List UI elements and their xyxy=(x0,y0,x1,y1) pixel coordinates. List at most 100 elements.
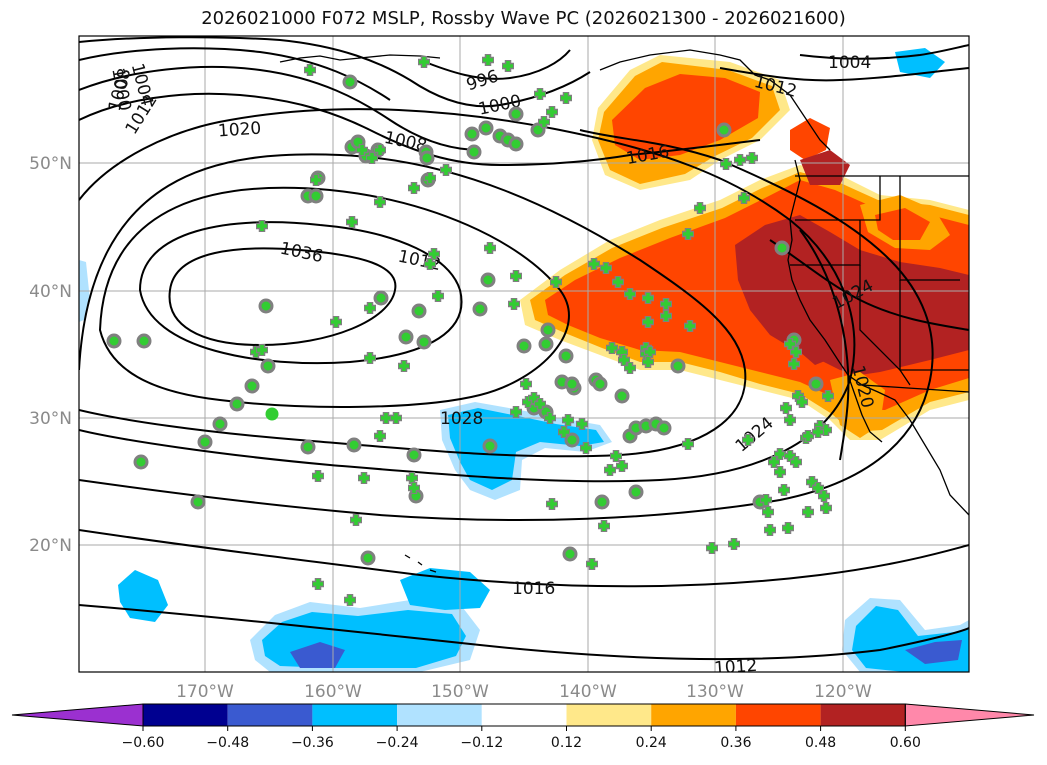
station-marker-plus xyxy=(599,521,609,531)
lat-tick-20n: 20°N xyxy=(29,536,72,556)
station-marker-plus xyxy=(311,175,321,185)
station-marker-circle xyxy=(562,546,578,562)
longitude-ticks: 170°W 160°W 150°W 140°W 130°W 120°W xyxy=(176,682,872,702)
station-marker-plus xyxy=(791,347,801,357)
station-marker-circle xyxy=(478,120,494,136)
station-marker-circle xyxy=(464,126,480,142)
station-marker-plus xyxy=(821,503,831,513)
colorbar-tick-label: 0.48 xyxy=(805,735,836,751)
colorbar-tick-label: −0.36 xyxy=(291,735,334,751)
station-marker-circle xyxy=(136,333,152,349)
station-marker-plus xyxy=(643,357,653,367)
station-marker-plus xyxy=(433,291,443,301)
station-marker-circle xyxy=(516,338,532,354)
isobar-1028 xyxy=(98,186,570,408)
lat-tick-50n: 50°N xyxy=(29,154,72,174)
station-marker-circle xyxy=(197,434,213,450)
colorbar-segment xyxy=(820,704,906,726)
station-marker-plus xyxy=(785,339,795,349)
isobar-1016 xyxy=(79,129,934,521)
station-marker-plus xyxy=(781,403,791,413)
station-marker-circle xyxy=(774,240,790,256)
map-title: 2026021000 F072 MSLP, Rossby Wave PC (20… xyxy=(201,8,846,29)
isobar-1016-south xyxy=(79,529,969,588)
station-marker-plus xyxy=(425,173,435,183)
station-marker-plus xyxy=(645,347,655,357)
station-marker-circle xyxy=(656,420,672,436)
station-marker-plus xyxy=(375,431,385,441)
station-marker-circle xyxy=(670,358,686,374)
station-marker-circle xyxy=(508,106,524,122)
station-marker-plus xyxy=(761,495,771,505)
colorbar-tick-label: −0.12 xyxy=(460,735,503,751)
lon-tick-130w: 130°W xyxy=(686,682,744,702)
station-marker-plus xyxy=(607,343,617,353)
station-marker-plus xyxy=(803,431,813,441)
station-marker-circle xyxy=(406,447,422,463)
station-marker-circle xyxy=(564,376,580,392)
station-marker-plus xyxy=(429,249,439,259)
station-marker-plus xyxy=(661,299,671,309)
state-border-3 xyxy=(859,265,911,386)
station-marker-plus xyxy=(581,443,591,453)
station-marker-circle xyxy=(508,136,524,152)
station-marker-plus xyxy=(375,145,385,155)
negative-anomaly-shading xyxy=(79,48,969,672)
station-marker-plus xyxy=(381,413,391,423)
lon-tick-120w: 120°W xyxy=(814,682,872,702)
colorbar-segment xyxy=(735,704,821,726)
station-marker-plus xyxy=(765,525,775,535)
station-marker-circle xyxy=(258,298,274,314)
isobar-1012-ne xyxy=(719,67,969,82)
station-marker-circle xyxy=(342,74,358,90)
station-marker-plus xyxy=(617,461,627,471)
station-marker-plus xyxy=(365,353,375,363)
station-marker-plus xyxy=(359,473,369,483)
lon-tick-140w: 140°W xyxy=(559,682,617,702)
alaska-anomaly-inner xyxy=(612,74,760,160)
alaska-coastline xyxy=(599,49,831,151)
isobar-label-1020-nw: 1020 xyxy=(217,119,262,142)
south-pacific-negative-core xyxy=(290,642,345,668)
station-marker-plus xyxy=(685,321,695,331)
colorbar-frame xyxy=(142,703,906,727)
isobar-labels: 996 1000 1004 1008 1012 1016 1020 1024 1… xyxy=(105,53,877,672)
isobar-label-1004-ne: 1004 xyxy=(828,53,871,73)
station-marker-plus xyxy=(511,407,521,417)
station-marker-plus xyxy=(577,419,587,429)
station-marker-plus xyxy=(503,61,513,71)
isobar-1032 xyxy=(138,221,463,365)
station-marker-plus xyxy=(547,107,557,117)
map-frame xyxy=(78,35,970,673)
station-marker-plus xyxy=(535,89,545,99)
station-marker-circle xyxy=(614,388,630,404)
isobar-996 xyxy=(419,49,571,80)
mexico-border xyxy=(861,384,969,393)
station-marker-plus xyxy=(409,183,419,193)
isobar-1004-ne xyxy=(799,44,969,60)
colorbar-tick-label: 0.36 xyxy=(720,735,751,751)
station-marker-plus xyxy=(563,415,573,425)
lat-tick-40n: 40°N xyxy=(29,282,72,302)
station-marker-circle xyxy=(416,334,432,350)
station-marker-circle xyxy=(628,484,644,500)
station-marker-plus xyxy=(313,579,323,589)
station-marker-plus xyxy=(483,55,493,65)
station-marker-plus xyxy=(485,243,495,253)
station-marker-plus xyxy=(375,197,385,207)
isobar-1024-east xyxy=(769,239,969,331)
isobar-label-1016-south: 1016 xyxy=(512,579,555,599)
station-marker-plus xyxy=(797,397,807,407)
station-marker-plus xyxy=(587,559,597,569)
station-marker-plus xyxy=(425,259,435,269)
lon-tick-170w: 170°W xyxy=(176,682,234,702)
station-marker-plus xyxy=(789,359,799,369)
station-marker-plus xyxy=(625,289,635,299)
colorbar-extend-low xyxy=(11,703,144,727)
colorbar: −0.60 −0.48 −0.36 −0.24 −0.12 0.12 0.24 0.36 0.4… xyxy=(11,703,1035,751)
station-marker-plus xyxy=(683,229,693,239)
station-marker-plus xyxy=(613,277,623,287)
station-marker-circle xyxy=(472,301,488,317)
station-marker-plus xyxy=(351,515,361,525)
